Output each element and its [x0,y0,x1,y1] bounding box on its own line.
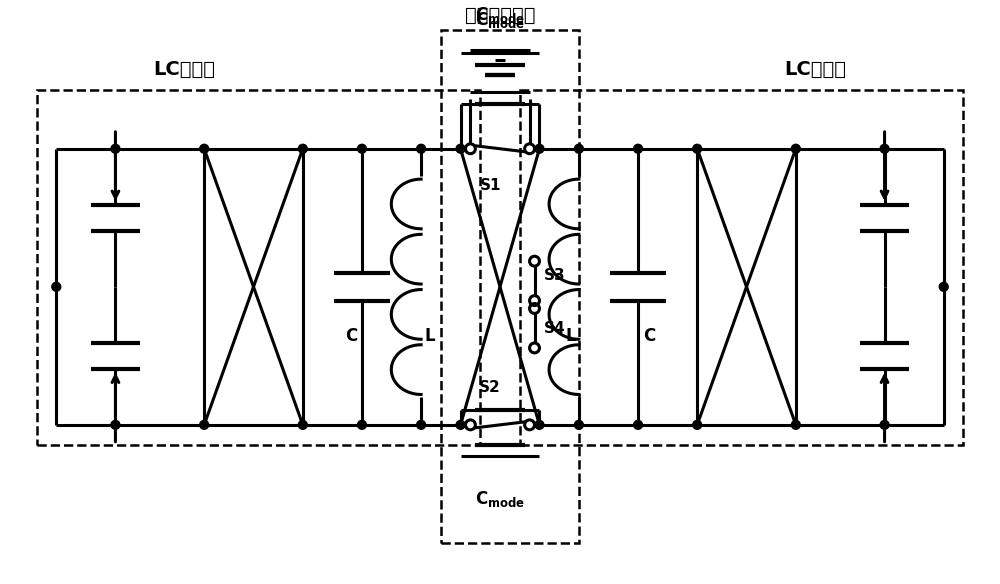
Text: S2: S2 [479,380,501,395]
Circle shape [530,296,539,305]
Circle shape [456,144,465,153]
Circle shape [880,420,889,429]
Circle shape [530,304,539,314]
Circle shape [791,144,800,153]
Text: L: L [424,327,435,345]
Circle shape [535,420,544,429]
Bar [520,89,963,444]
Text: L: L [565,327,576,345]
Circle shape [465,420,475,430]
Text: LC振荡器: LC振荡器 [153,60,215,79]
Circle shape [693,144,702,153]
Circle shape [693,420,702,429]
Circle shape [111,420,120,429]
Circle shape [465,144,475,154]
Text: LC振荡器: LC振荡器 [785,60,847,79]
Circle shape [358,420,366,429]
Bar [441,30,579,543]
Text: C: C [345,327,357,345]
Circle shape [298,144,307,153]
Circle shape [535,144,544,153]
Circle shape [417,144,426,153]
Circle shape [358,144,366,153]
Text: S4: S4 [544,321,566,336]
Circle shape [880,144,889,153]
Circle shape [417,420,426,429]
Text: S1: S1 [479,178,501,193]
Circle shape [525,420,535,430]
Circle shape [574,420,583,429]
Text: 模式切换电路: 模式切换电路 [465,6,535,25]
Circle shape [200,144,209,153]
Circle shape [939,282,948,291]
Circle shape [525,144,535,154]
Bar [37,89,480,444]
Circle shape [634,144,642,153]
Text: C: C [643,327,655,345]
Circle shape [634,420,642,429]
Text: S3: S3 [544,269,566,283]
Text: $\mathbf{C}_{\mathbf{mode}}$: $\mathbf{C}_{\mathbf{mode}}$ [475,11,525,30]
Circle shape [298,420,307,429]
Circle shape [791,420,800,429]
Text: $\mathbf{C}_{\mathbf{mode}}$: $\mathbf{C}_{\mathbf{mode}}$ [475,489,525,509]
Circle shape [52,282,61,291]
Text: $\mathbf{C}_{\mathbf{mode}}$: $\mathbf{C}_{\mathbf{mode}}$ [475,5,525,26]
Circle shape [456,420,465,429]
Circle shape [530,256,539,266]
Circle shape [200,420,209,429]
Circle shape [574,144,583,153]
Circle shape [530,343,539,353]
Circle shape [111,144,120,153]
